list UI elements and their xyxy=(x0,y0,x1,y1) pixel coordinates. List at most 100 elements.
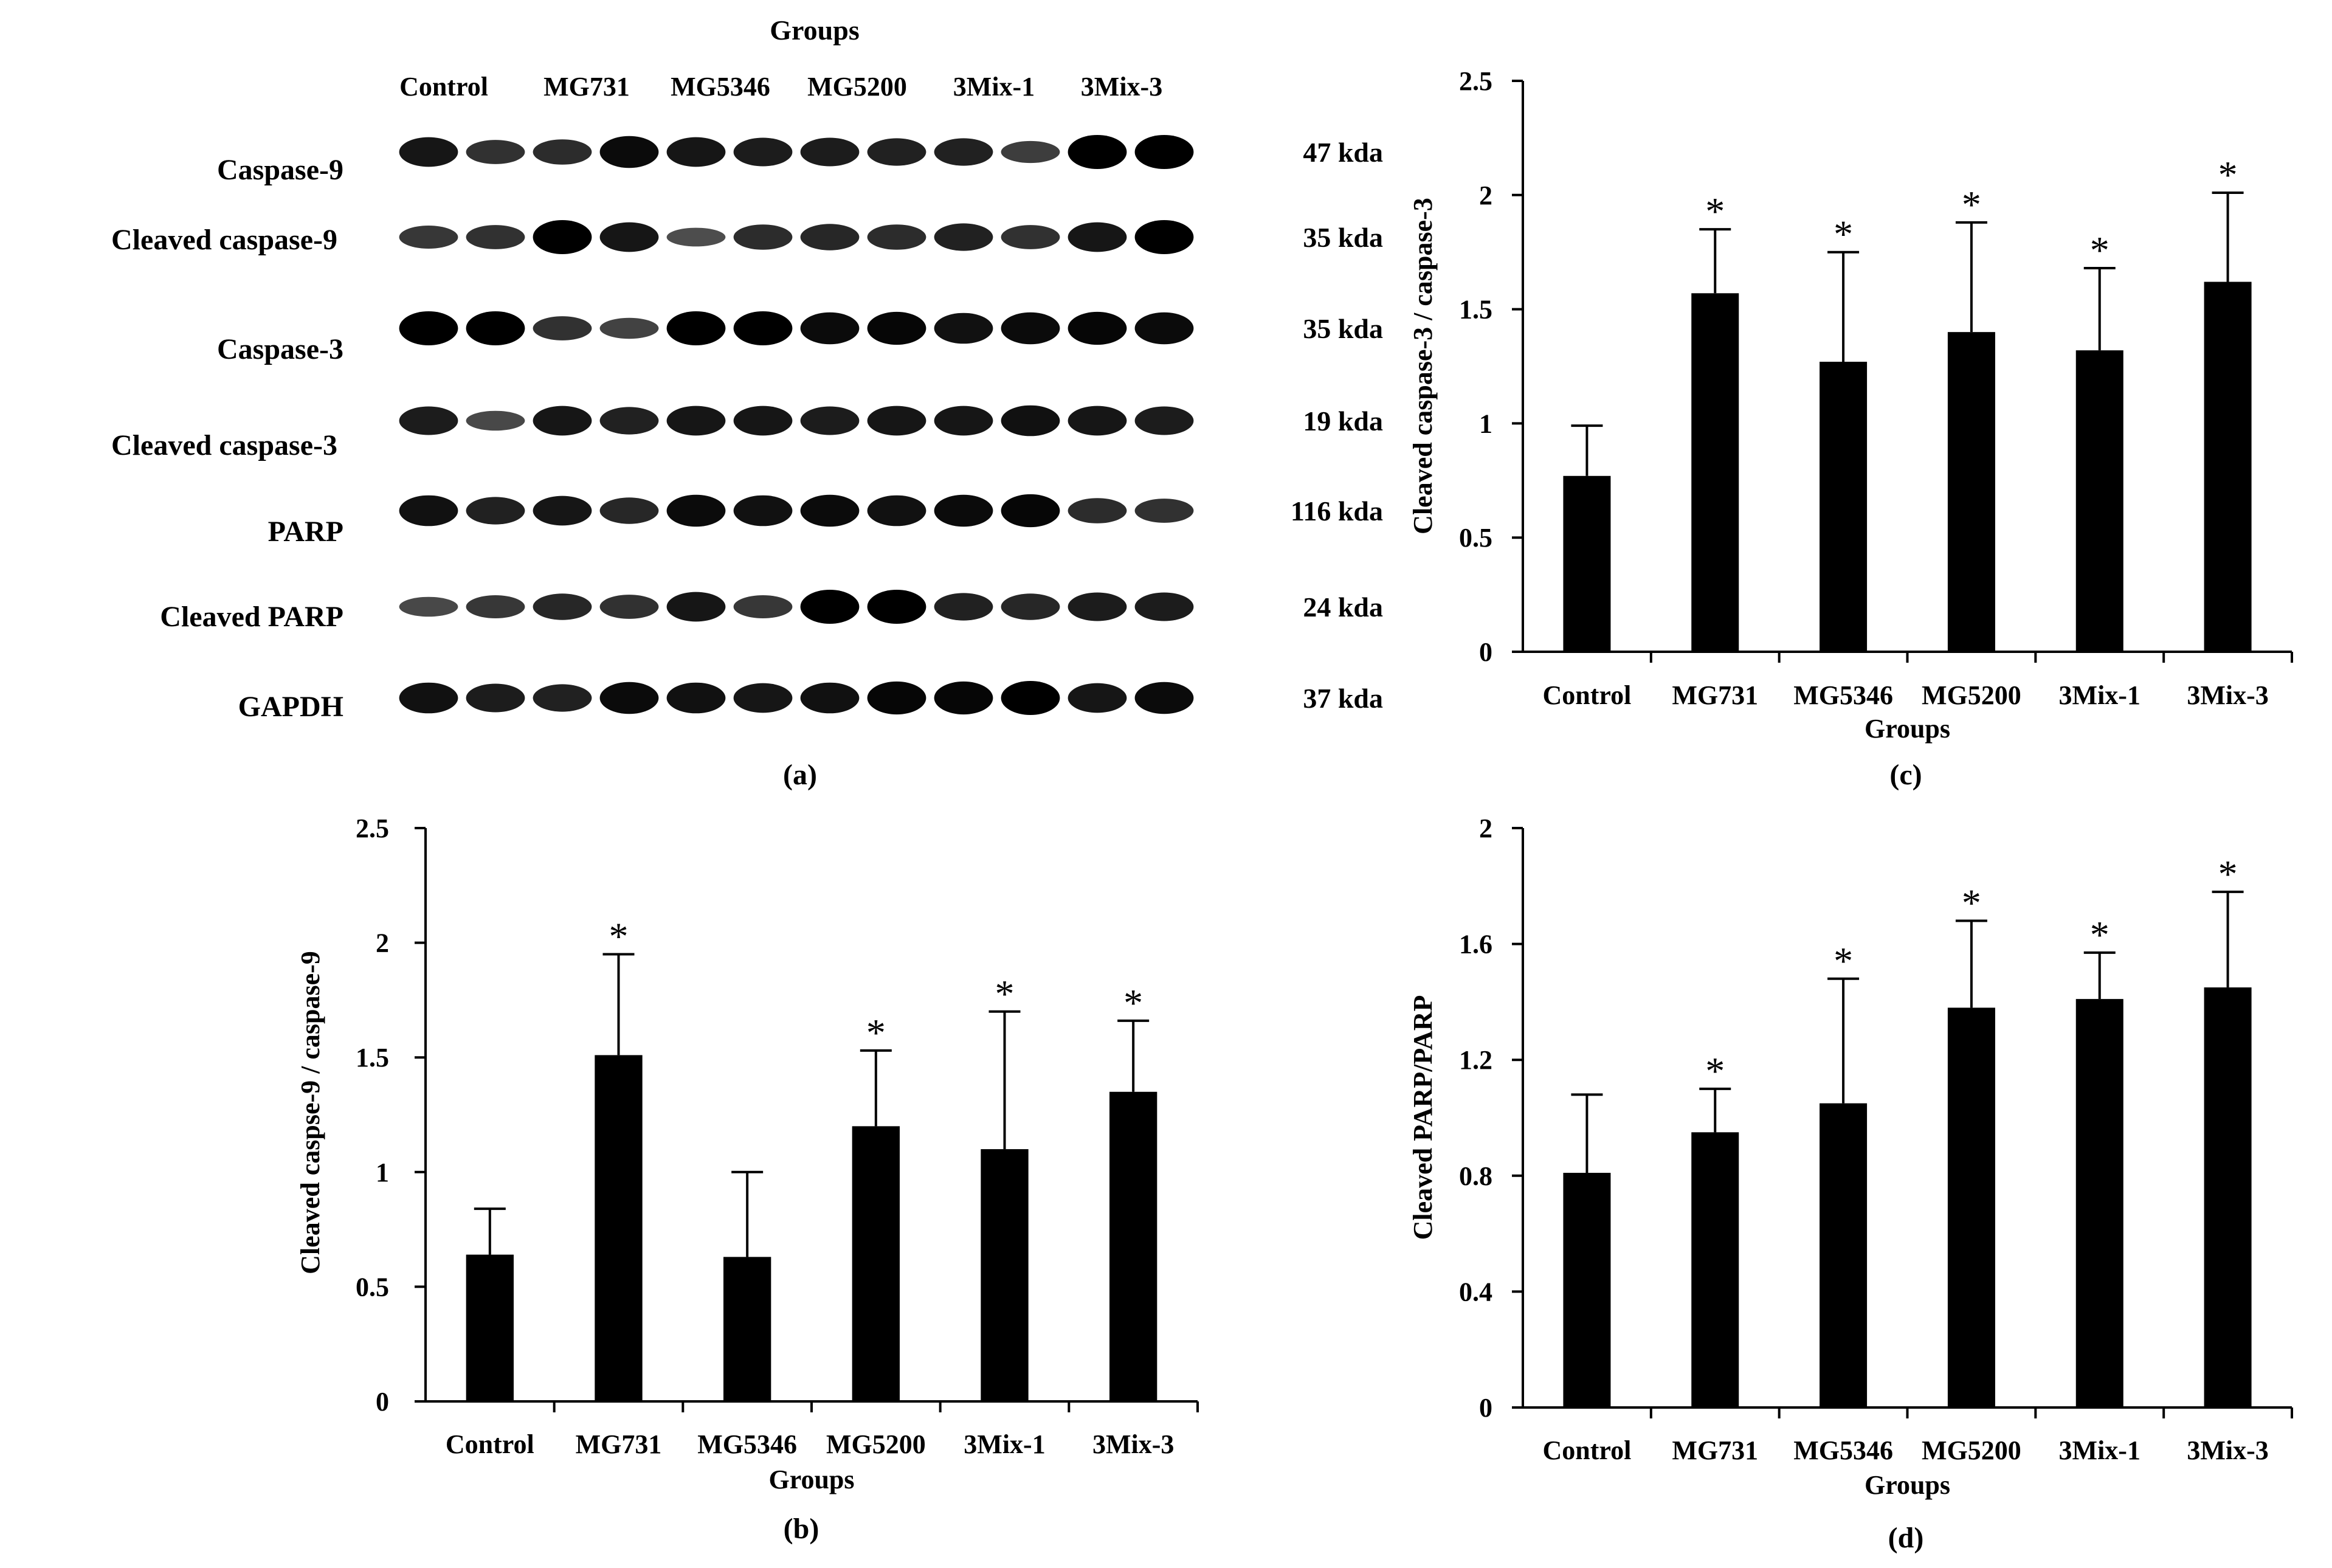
blot-band xyxy=(1134,499,1194,523)
blot-band xyxy=(1068,222,1127,252)
blot-band xyxy=(666,311,726,345)
x-category-label: MG5200 xyxy=(1922,1435,2021,1465)
panel-caption: (c) xyxy=(1889,759,1922,791)
blot-band xyxy=(934,494,993,527)
blot-band xyxy=(1134,135,1194,169)
blot-band xyxy=(1001,494,1060,528)
blot-band xyxy=(533,593,592,620)
y-tick-label: 0.4 xyxy=(1459,1277,1492,1307)
blot-band xyxy=(733,595,793,618)
blot-band xyxy=(934,681,993,715)
x-category-label: Control xyxy=(1542,680,1631,710)
y-tick-label: 0.8 xyxy=(1459,1161,1492,1191)
blot-band xyxy=(800,312,860,345)
y-axis-title: Cleaved PARP/PARP xyxy=(1408,995,1438,1240)
y-tick-label: 1.2 xyxy=(1459,1045,1492,1075)
blot-band xyxy=(399,226,458,249)
blot-band xyxy=(599,682,659,714)
x-category-label: MG5200 xyxy=(826,1429,926,1459)
blot-band xyxy=(934,593,993,621)
blot-band xyxy=(599,595,659,619)
blot-band xyxy=(800,406,860,435)
blot-band xyxy=(399,406,458,435)
blot-band xyxy=(466,410,525,431)
blot-protein-label: Caspase-3 xyxy=(217,333,343,365)
x-category-label: 3Mix-1 xyxy=(2059,680,2141,710)
bar xyxy=(2204,281,2252,652)
blot-band xyxy=(466,595,525,618)
x-category-label: MG731 xyxy=(1672,1435,1758,1465)
blot-protein-labels: Caspase-9 Cleaved caspase-9 Caspase-3 Cleav… xyxy=(111,154,343,723)
blot-band xyxy=(1001,140,1060,164)
significance-marker: * xyxy=(1834,213,1853,256)
blot-lane-label: MG731 xyxy=(543,72,630,102)
bar xyxy=(1691,1132,1739,1407)
significance-marker: * xyxy=(1123,981,1143,1024)
blot-band xyxy=(466,225,525,249)
blot-band xyxy=(800,137,860,167)
blot-band xyxy=(1134,220,1194,254)
blot-band xyxy=(1068,135,1127,169)
significance-marker: * xyxy=(2218,153,2238,196)
blot-band xyxy=(466,140,525,164)
x-axis-title: Groups xyxy=(768,1465,854,1494)
blot-band xyxy=(1134,312,1194,345)
significance-marker: * xyxy=(1834,939,1853,983)
blot-band xyxy=(1001,405,1060,437)
blot-band xyxy=(399,682,458,714)
blot-band xyxy=(533,684,592,712)
blot-lane-label: 3Mix-1 xyxy=(953,72,1035,102)
blot-band xyxy=(934,313,993,344)
blot-band xyxy=(399,311,458,345)
blot-band xyxy=(800,682,860,714)
blot-band xyxy=(733,137,793,167)
blot-band xyxy=(1134,592,1194,621)
blot-band xyxy=(466,683,525,713)
blot-band xyxy=(666,137,726,167)
blot-groups-header: Groups xyxy=(770,15,859,46)
chart-panel-c: 0 0.5 1 1.5 2 2.5 Control * MG731 * MG5346 * MG5200 *… xyxy=(1408,66,2293,791)
blot-lane-label: 3Mix-3 xyxy=(1081,72,1162,102)
chart-panel-d: 0 0.4 0.8 1.2 1.6 2 Control * MG731 * MG5346 * MG520… xyxy=(1408,813,2293,1554)
blot-band xyxy=(733,224,793,250)
blot-band xyxy=(800,590,860,624)
blot-band xyxy=(733,311,793,345)
blot-band xyxy=(599,407,659,435)
bar xyxy=(852,1126,900,1401)
blot-band xyxy=(1001,681,1060,715)
blot-band xyxy=(867,495,926,527)
y-tick-label: 2.5 xyxy=(356,813,389,843)
y-axis-title: Cleaved caspse-9 / caspase-9 xyxy=(295,951,325,1274)
blot-band xyxy=(666,406,726,436)
blot-band xyxy=(867,681,926,715)
blot-band xyxy=(1001,225,1060,249)
blot-bands xyxy=(399,135,1194,715)
y-tick-label: 2 xyxy=(1479,813,1492,843)
blot-band xyxy=(533,139,592,165)
blot-band xyxy=(867,224,926,250)
blot-band xyxy=(867,406,926,436)
blot-lane-labels: Control MG731 MG5346 MG5200 3Mix-1 3Mix-3 xyxy=(399,72,1162,102)
y-tick-label: 0 xyxy=(1479,1393,1492,1423)
blot-band xyxy=(1068,592,1127,621)
blot-band xyxy=(599,317,659,339)
significance-marker: * xyxy=(2090,913,2109,956)
x-axis-title: Groups xyxy=(1865,714,1950,744)
blot-protein-label: Caspase-9 xyxy=(217,154,343,186)
blot-protein-label: PARP xyxy=(268,516,343,548)
y-tick-label: 1.5 xyxy=(1459,295,1492,325)
blot-band xyxy=(533,316,592,340)
blot-band xyxy=(867,590,926,624)
significance-marker: * xyxy=(995,972,1015,1015)
x-category-label: 3Mix-3 xyxy=(2187,680,2268,710)
bar xyxy=(2075,999,2123,1407)
y-tick-label: 0.5 xyxy=(1459,523,1492,553)
y-tick-label: 1 xyxy=(376,1158,389,1187)
blot-lane-label: MG5346 xyxy=(671,72,770,102)
significance-marker: * xyxy=(1705,1049,1725,1093)
blot-size-label: 116 kda xyxy=(1291,496,1383,527)
blot-band xyxy=(800,494,860,527)
blot-band xyxy=(466,311,525,345)
bar xyxy=(1563,475,1611,652)
